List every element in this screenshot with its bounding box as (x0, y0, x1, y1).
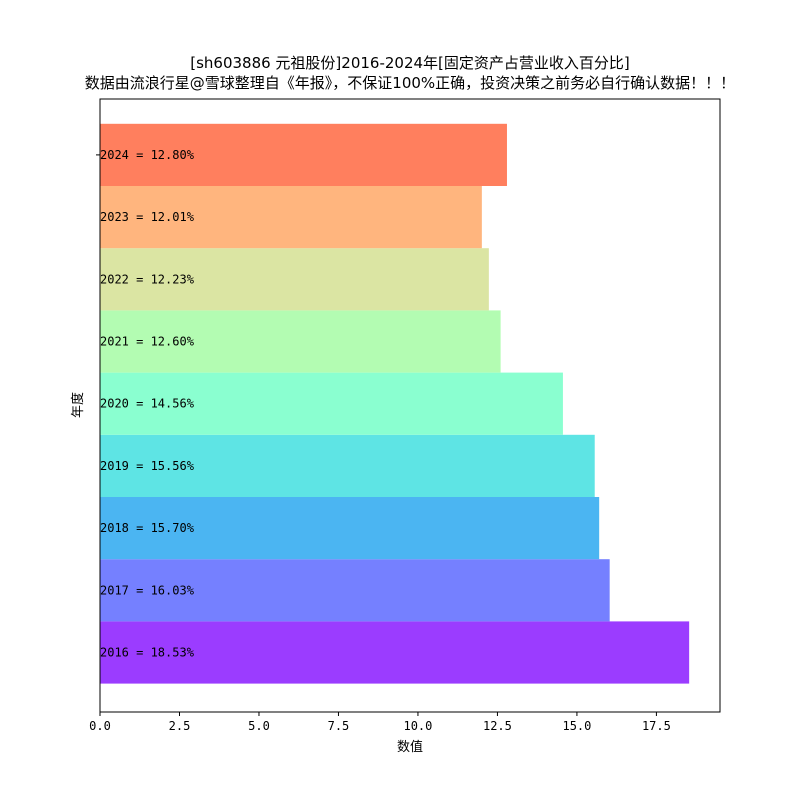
chart-subtitle: 数据由流浪行星@雪球整理自《年报》，不保证100%正确，投资决策之前务必自行确认… (85, 74, 735, 92)
bar-label-2022: 2022 = 12.23% (100, 272, 195, 286)
x-tick-label: 5.0 (248, 719, 270, 733)
x-tick-label: 0.0 (89, 719, 111, 733)
bar-2018 (100, 497, 600, 560)
x-axis-label: 数值 (397, 739, 423, 755)
bar-2024 (100, 123, 507, 186)
bar-label-2024: 2024 = 12.80% (100, 148, 195, 162)
x-tick-label: 15.0 (562, 719, 591, 733)
bar-label-2017: 2017 = 16.03% (100, 583, 195, 597)
bar-2021 (100, 310, 501, 373)
bar-label-2021: 2021 = 12.60% (100, 335, 195, 349)
bars-group (100, 123, 690, 684)
bar-2019 (100, 434, 595, 497)
y-axis-label: 年度 (70, 392, 86, 418)
bar-label-2019: 2019 = 15.56% (100, 459, 195, 473)
bar-labels-group: 2016 = 18.53% 2017 = 16.03% 2018 = 15.70% 2… (96, 148, 195, 660)
bar-2023 (100, 186, 482, 249)
bar-2017 (100, 559, 610, 622)
x-tick-label: 10.0 (403, 719, 432, 733)
bar-2016 (100, 621, 690, 684)
x-axis: 0.0 2.5 5.0 7.5 10.0 12.5 15.0 17.5 (89, 712, 671, 733)
x-tick-label: 7.5 (328, 719, 350, 733)
bar-label-2020: 2020 = 14.56% (100, 397, 195, 411)
plot-frame (99, 98, 721, 713)
x-tick-label: 12.5 (483, 719, 512, 733)
x-tick-label: 17.5 (642, 719, 671, 733)
x-tick-label: 2.5 (169, 719, 191, 733)
bar-label-2018: 2018 = 15.70% (100, 521, 195, 535)
bar-label-2023: 2023 = 12.01% (100, 210, 195, 224)
bar-2020 (100, 372, 563, 435)
chart-title: [sh603886 元祖股份]2016-2024年[固定资产占营业收入百分比] (190, 54, 630, 72)
bar-label-2016: 2016 = 18.53% (100, 646, 195, 660)
bar-2022 (100, 248, 489, 311)
